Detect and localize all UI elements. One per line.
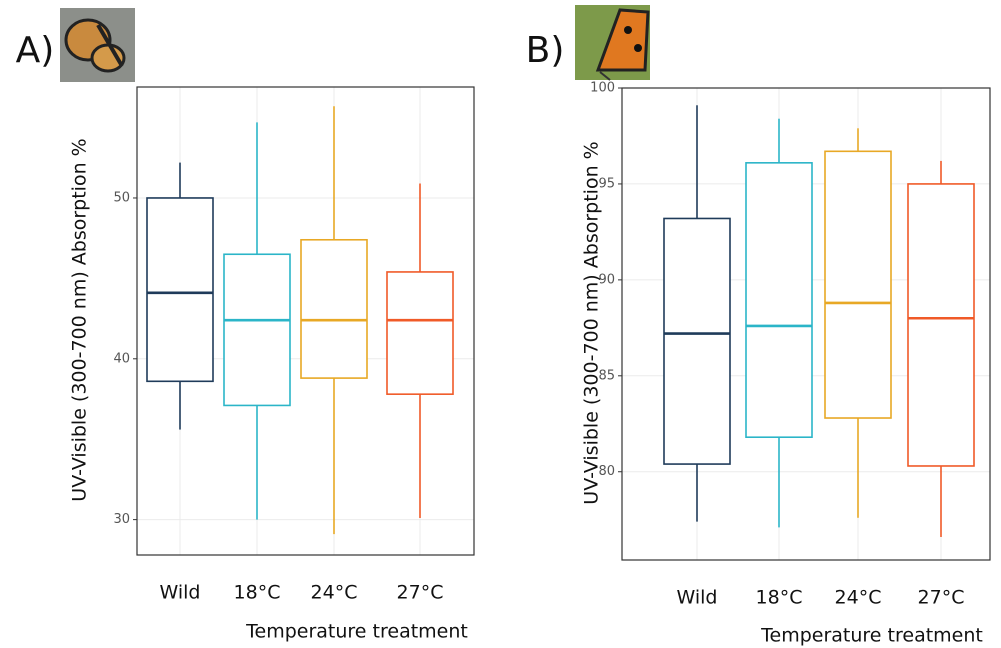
- y-tick-label: 50: [113, 190, 130, 205]
- box: [907, 183, 975, 467]
- box: [824, 150, 892, 419]
- box: [300, 238, 368, 379]
- x-tick-label: Wild: [160, 582, 201, 604]
- x-tick-label: 18°C: [756, 587, 803, 609]
- x-axis-label: Temperature treatment: [245, 621, 468, 643]
- y-tick-label: 85: [598, 368, 615, 383]
- box: [386, 271, 454, 395]
- x-tick-label: Wild: [677, 587, 718, 609]
- box: [745, 162, 813, 439]
- plot-frame: [621, 87, 991, 561]
- plot-frame: [136, 86, 475, 556]
- y-axis-label: UV-Visible (300-700 nm) Absorption %: [581, 141, 603, 504]
- y-tick-label: 100: [590, 81, 615, 96]
- x-tick-label: 18°C: [234, 582, 281, 604]
- box: [146, 197, 214, 383]
- panel-label: B): [526, 30, 565, 71]
- panel-label: A): [16, 30, 55, 71]
- y-tick-label: 30: [113, 512, 130, 527]
- y-tick-label: 95: [598, 176, 615, 191]
- y-tick-label: 40: [113, 351, 130, 366]
- y-tick-label: 80: [598, 464, 615, 479]
- x-tick-label: 24°C: [311, 582, 358, 604]
- butterfly-image-b: [575, 5, 650, 81]
- box: [223, 253, 291, 407]
- y-tick-label: 90: [598, 272, 615, 287]
- x-tick-label: 24°C: [835, 587, 882, 609]
- x-tick-label: 27°C: [918, 587, 965, 609]
- y-axis-label: UV-Visible (300-700 nm) Absorption %: [69, 138, 91, 501]
- x-tick-label: 27°C: [397, 582, 444, 604]
- box: [663, 217, 731, 465]
- butterfly-image-a: [60, 8, 135, 82]
- x-axis-label: Temperature treatment: [760, 625, 983, 647]
